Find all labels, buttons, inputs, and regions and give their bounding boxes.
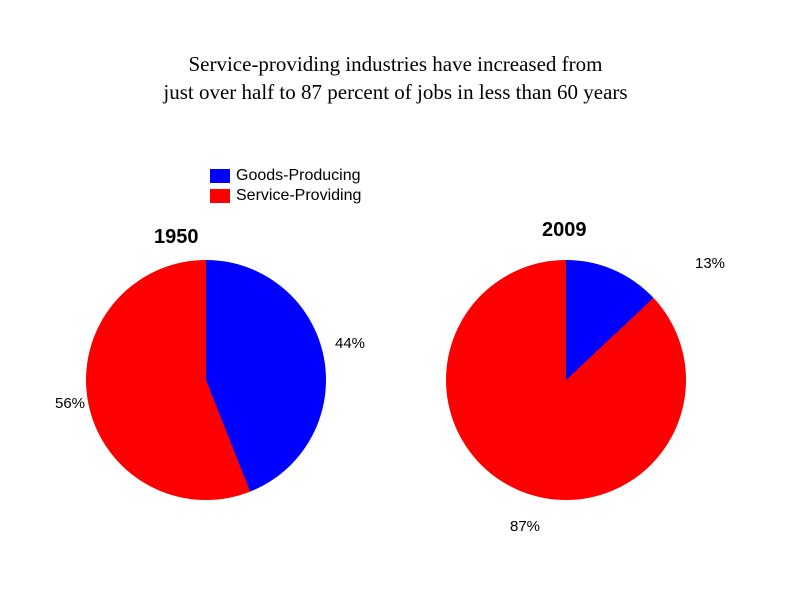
legend-swatch-service [210,189,230,203]
pie-1950 [86,260,326,500]
pct-label-2009-goods: 13% [695,255,725,272]
legend: Goods-Producing Service-Providing [210,167,361,207]
legend-label-service: Service-Providing [236,187,361,205]
legend-label-goods: Goods-Producing [236,167,361,185]
year-label-1950: 1950 [154,226,199,249]
chart-title: Service-providing industries have increa… [0,50,791,107]
page: Service-providing industries have increa… [0,0,791,609]
pct-label-2009-service: 87% [510,518,540,535]
pie-2009 [446,260,686,500]
pct-label-1950-service: 56% [55,395,85,412]
legend-item-service: Service-Providing [210,187,361,205]
title-line-2: just over half to 87 percent of jobs in … [163,80,627,104]
pct-label-1950-goods: 44% [335,335,365,352]
year-label-2009: 2009 [542,219,587,242]
legend-item-goods: Goods-Producing [210,167,361,185]
legend-swatch-goods [210,169,230,183]
title-line-1: Service-providing industries have increa… [188,52,602,76]
